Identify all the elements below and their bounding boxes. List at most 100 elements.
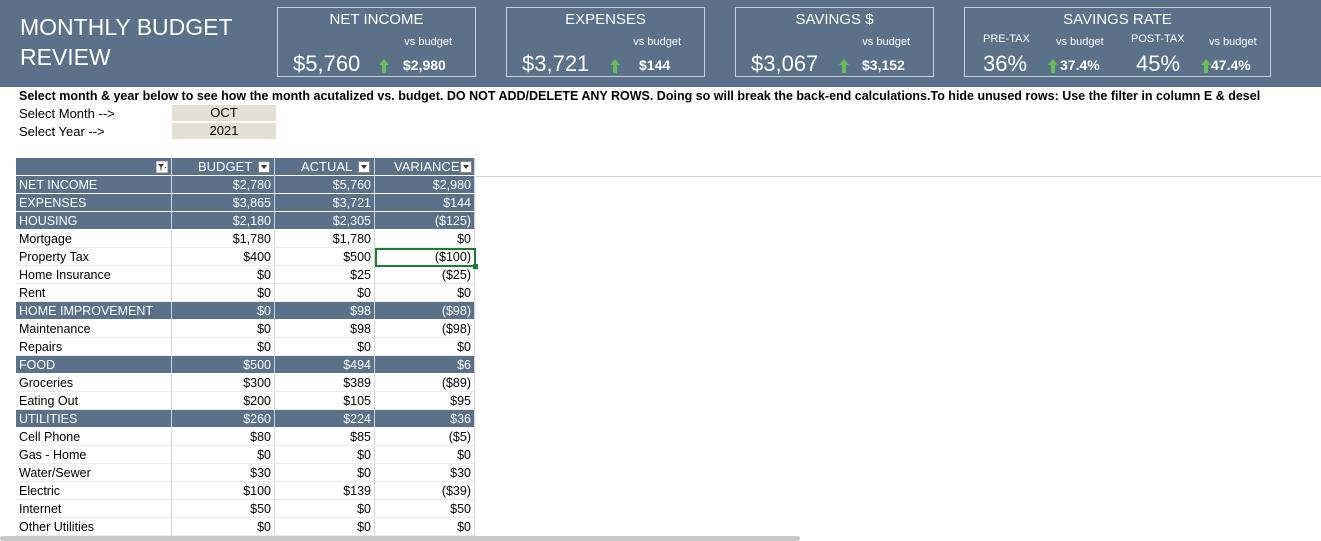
pre-tax-value: 36% [983,51,1028,76]
row-label[interactable]: Home Insurance [16,266,172,284]
budget-cell[interactable]: $80 [172,428,275,446]
budget-cell[interactable]: $0 [172,518,275,536]
table-row: Water/Sewer $30 $0 $30 [16,464,476,482]
budget-cell[interactable]: $2,180 [172,212,275,230]
row-label[interactable]: Groceries [16,374,172,392]
net-income-vs-label: vs budget [404,36,452,48]
row-label[interactable]: UTILITIES [16,410,172,428]
variance-cell[interactable]: $36 [375,410,475,428]
row-label[interactable]: Mortgage [16,230,172,248]
row-label[interactable]: Water/Sewer [16,464,172,482]
budget-cell[interactable]: $100 [172,482,275,500]
variance-cell[interactable]: ($5) [375,428,475,446]
budget-cell[interactable]: $1,780 [172,230,275,248]
budget-cell[interactable]: $0 [172,284,275,302]
budget-cell[interactable]: $30 [172,464,275,482]
budget-cell[interactable]: $0 [172,320,275,338]
row-label[interactable]: Other Utilities [16,518,172,536]
actual-cell[interactable]: $494 [275,356,375,374]
variance-cell[interactable]: $50 [375,500,475,518]
fill-handle[interactable] [473,264,478,269]
instruction-text: Select month & year below to see how the… [19,89,1261,103]
variance-cell[interactable]: $95 [375,392,475,410]
actual-cell[interactable]: $5,760 [275,176,375,194]
budget-cell[interactable]: $0 [172,338,275,356]
row-label[interactable]: Eating Out [16,392,172,410]
variance-cell[interactable]: ($25) [375,266,475,284]
actual-cell[interactable]: $389 [275,374,375,392]
variance-cell[interactable]: $0 [375,284,475,302]
selected-cell[interactable] [375,248,476,267]
row-label[interactable]: Property Tax [16,248,172,266]
budget-cell[interactable]: $500 [172,356,275,374]
arrow-up-icon [839,59,849,73]
variance-cell[interactable]: $30 [375,464,475,482]
budget-cell[interactable]: $260 [172,410,275,428]
post-tax-vs-label: vs budget [1209,36,1257,48]
actual-cell[interactable]: $98 [275,302,375,320]
actual-cell[interactable]: $139 [275,482,375,500]
row-label[interactable]: Gas - Home [16,446,172,464]
variance-cell[interactable]: ($98) [375,302,475,320]
row-label[interactable]: Cell Phone [16,428,172,446]
actual-cell[interactable]: $0 [275,446,375,464]
row-label[interactable]: FOOD [16,356,172,374]
budget-cell[interactable]: $3,865 [172,194,275,212]
actual-cell[interactable]: $2,305 [275,212,375,230]
row-label[interactable]: Rent [16,284,172,302]
pre-tax-vs-label: vs budget [1056,36,1104,48]
actual-cell[interactable]: $105 [275,392,375,410]
actual-cell[interactable]: $0 [275,284,375,302]
variance-cell[interactable]: $0 [375,446,475,464]
year-select[interactable]: 2021 [172,123,276,139]
budget-cell[interactable]: $300 [172,374,275,392]
actual-cell[interactable]: $0 [275,500,375,518]
variance-cell[interactable]: $0 [375,338,475,356]
row-label[interactable]: EXPENSES [16,194,172,212]
actual-cell[interactable]: $500 [275,248,375,266]
variance-cell[interactable]: $0 [375,230,475,248]
budget-cell[interactable]: $2,780 [172,176,275,194]
actual-cell[interactable]: $98 [275,320,375,338]
actual-cell[interactable]: $0 [275,464,375,482]
filter-dropdown-icon[interactable] [358,161,370,173]
budget-cell[interactable]: $0 [172,266,275,284]
variance-cell[interactable]: $2,980 [375,176,475,194]
header-actual: ACTUAL [275,158,375,176]
actual-cell[interactable]: $224 [275,410,375,428]
table-row: Repairs $0 $0 $0 [16,338,476,356]
row-label[interactable]: Maintenance [16,320,172,338]
filter-active-icon[interactable] [156,161,168,173]
filter-dropdown-icon[interactable] [460,161,472,173]
row-label[interactable]: NET INCOME [16,176,172,194]
variance-cell[interactable]: $144 [375,194,475,212]
budget-cell[interactable]: $200 [172,392,275,410]
variance-cell[interactable]: ($89) [375,374,475,392]
filter-dropdown-icon[interactable] [258,161,270,173]
actual-cell[interactable]: $25 [275,266,375,284]
row-label[interactable]: Internet [16,500,172,518]
month-select[interactable]: OCT [172,105,276,121]
expenses-vs-label: vs budget [633,36,681,48]
actual-cell[interactable]: $85 [275,428,375,446]
variance-cell[interactable]: ($98) [375,320,475,338]
page-title: MONTHLY BUDGET REVIEW [20,14,233,70]
row-label[interactable]: Electric [16,482,172,500]
row-label[interactable]: HOUSING [16,212,172,230]
variance-cell[interactable]: ($125) [375,212,475,230]
budget-cell[interactable]: $0 [172,302,275,320]
variance-cell[interactable]: $0 [375,518,475,536]
horizontal-scrollbar[interactable] [0,536,800,541]
budget-cell[interactable]: $400 [172,248,275,266]
actual-cell[interactable]: $0 [275,518,375,536]
actual-cell[interactable]: $0 [275,338,375,356]
budget-cell[interactable]: $50 [172,500,275,518]
actual-cell[interactable]: $1,780 [275,230,375,248]
variance-cell[interactable]: $6 [375,356,475,374]
savings-rate-label: SAVINGS RATE [1063,11,1172,28]
actual-cell[interactable]: $3,721 [275,194,375,212]
row-label[interactable]: HOME IMPROVEMENT [16,302,172,320]
variance-cell[interactable]: ($39) [375,482,475,500]
row-label[interactable]: Repairs [16,338,172,356]
budget-cell[interactable]: $0 [172,446,275,464]
